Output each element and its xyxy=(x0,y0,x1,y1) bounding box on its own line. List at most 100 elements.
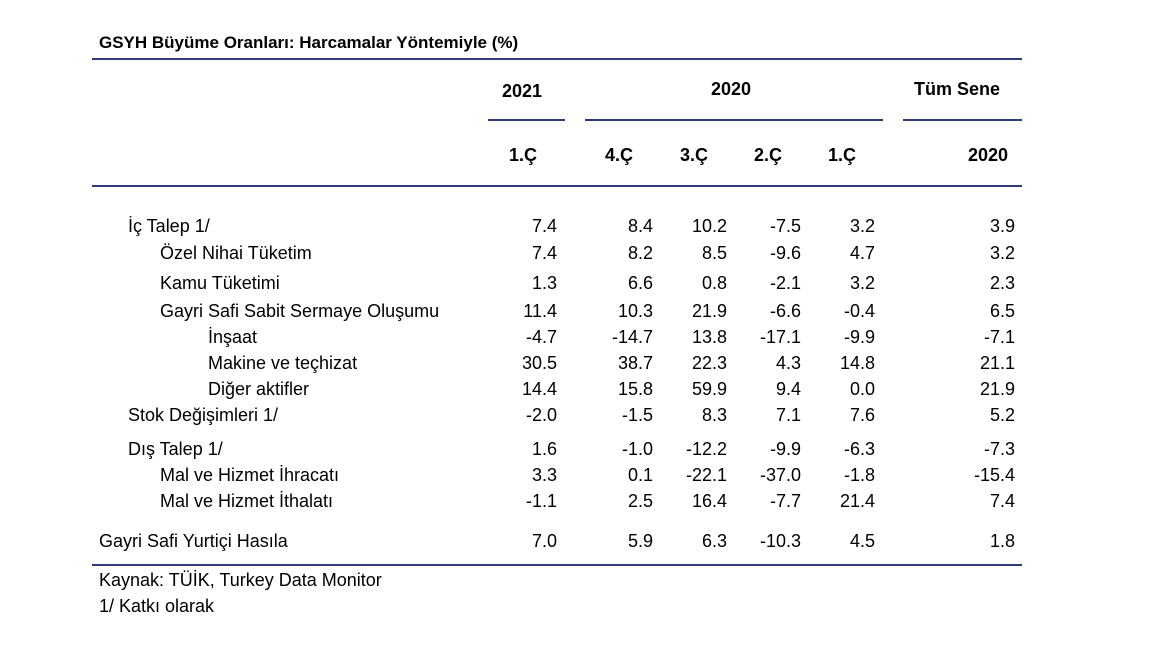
table-cell: 10.3 xyxy=(617,301,653,321)
row-label: Kamu Tüketimi xyxy=(160,273,280,293)
table-cell: 5.2 xyxy=(989,405,1015,425)
table-cell: -9.9 xyxy=(769,439,801,459)
table-cell: 4.5 xyxy=(849,531,875,551)
table-cell: -7.3 xyxy=(983,439,1015,459)
table-cell: 16.4 xyxy=(691,491,727,511)
header-year-2020: 2020 xyxy=(711,79,752,99)
table-cell: -37.0 xyxy=(759,465,801,485)
table-cell: -7.7 xyxy=(769,491,801,511)
header-rule-2021 xyxy=(488,119,565,121)
table-cell: -2.1 xyxy=(769,273,801,293)
row-label: Stok Değişimleri 1/ xyxy=(128,405,279,425)
table-cell: 6.3 xyxy=(701,531,727,551)
header-rule-2020 xyxy=(585,119,883,121)
column-header: 4.Ç xyxy=(605,145,634,165)
table-cell: -1.5 xyxy=(621,405,653,425)
table-cell: -4.7 xyxy=(525,327,557,347)
table-cell: -17.1 xyxy=(759,327,801,347)
table-cell: 59.9 xyxy=(691,379,727,399)
table-cell: -1.0 xyxy=(621,439,653,459)
table-title: GSYH Büyüme Oranları: Harcamalar Yöntemi… xyxy=(99,33,519,52)
table-cell: -0.4 xyxy=(843,301,875,321)
table-cell: 0.0 xyxy=(849,379,875,399)
table-cell: 21.4 xyxy=(839,491,875,511)
table-cell: 8.2 xyxy=(627,243,653,263)
top-rule xyxy=(92,58,1022,60)
table-cell: 7.1 xyxy=(775,405,801,425)
row-label: İnşaat xyxy=(208,327,258,347)
table-cell: 8.5 xyxy=(701,243,727,263)
column-header: 1.Ç xyxy=(509,145,538,165)
column-header: 2.Ç xyxy=(754,145,783,165)
table-cell: 14.4 xyxy=(521,379,557,399)
table-cell: 21.9 xyxy=(979,379,1015,399)
header-rule-full-year xyxy=(903,119,1022,121)
footnote: 1/ Katkı olarak xyxy=(99,596,215,616)
table-cell: -14.7 xyxy=(611,327,653,347)
table-cell: -7.5 xyxy=(769,216,801,236)
row-label: Gayri Safi Yurtiçi Hasıla xyxy=(99,531,288,551)
table-cell: 14.8 xyxy=(839,353,875,373)
table-cell: -9.6 xyxy=(769,243,801,263)
table-cell: 21.1 xyxy=(979,353,1015,373)
table-cell: 30.5 xyxy=(521,353,557,373)
table-cell: -1.8 xyxy=(843,465,875,485)
table-cell: 8.4 xyxy=(627,216,653,236)
table-cell: 3.2 xyxy=(849,273,875,293)
table-cell: 21.9 xyxy=(691,301,727,321)
table-cell: 9.4 xyxy=(775,379,801,399)
table-cell: 10.2 xyxy=(691,216,727,236)
column-header: 1.Ç xyxy=(828,145,857,165)
source-note: Kaynak: TÜİK, Turkey Data Monitor xyxy=(99,570,382,590)
table-cell: -15.4 xyxy=(973,465,1015,485)
row-label: Mal ve Hizmet İthalatı xyxy=(160,491,334,511)
table-cell: 5.9 xyxy=(627,531,653,551)
table-cell: 7.4 xyxy=(531,243,557,263)
row-label: Özel Nihai Tüketim xyxy=(160,243,312,263)
table-cell: 3.2 xyxy=(989,243,1015,263)
table-cell: 7.6 xyxy=(849,405,875,425)
table-cell: 8.3 xyxy=(701,405,727,425)
table-cell: 1.6 xyxy=(531,439,557,459)
table-cell: 22.3 xyxy=(691,353,727,373)
table-cell: -6.3 xyxy=(843,439,875,459)
row-label: Gayri Safi Sabit Sermaye Oluşumu xyxy=(160,301,440,321)
table-cell: 1.8 xyxy=(989,531,1015,551)
table-cell: 4.3 xyxy=(775,353,801,373)
table-cell: 3.3 xyxy=(531,465,557,485)
table-cell: 2.5 xyxy=(627,491,653,511)
row-label: Diğer aktifler xyxy=(208,379,310,399)
table-cell: 7.4 xyxy=(989,491,1015,511)
table-cell: -1.1 xyxy=(525,491,557,511)
table-cell: 13.8 xyxy=(691,327,727,347)
table-cell: -2.0 xyxy=(525,405,557,425)
table-cell: 7.0 xyxy=(531,531,557,551)
table-cell: 3.9 xyxy=(989,216,1015,236)
row-label: Mal ve Hizmet İhracatı xyxy=(160,465,340,485)
column-header: 3.Ç xyxy=(680,145,709,165)
table-cell: -6.6 xyxy=(769,301,801,321)
table-cell: 11.4 xyxy=(523,301,557,321)
table-cell: 38.7 xyxy=(617,353,653,373)
header-full-year: Tüm Sene xyxy=(914,79,1001,99)
table-cell: -22.1 xyxy=(685,465,727,485)
table-cell: 0.8 xyxy=(701,273,727,293)
bottom-rule xyxy=(92,564,1022,566)
row-label: Dış Talep 1/ xyxy=(128,439,223,459)
table-cell: 7.4 xyxy=(531,216,557,236)
table-cell: 0.1 xyxy=(627,465,653,485)
table-cell: 6.6 xyxy=(627,273,653,293)
table-cell: -9.9 xyxy=(843,327,875,347)
table-cell: 3.2 xyxy=(849,216,875,236)
table-cell: -12.2 xyxy=(685,439,727,459)
table-cell: 2.3 xyxy=(989,273,1015,293)
table-cell: -7.1 xyxy=(983,327,1015,347)
row-label: Makine ve teçhizat xyxy=(208,353,358,373)
table-cell: -10.3 xyxy=(759,531,801,551)
table-cell: 6.5 xyxy=(989,301,1015,321)
table-cell: 1.3 xyxy=(531,273,557,293)
table-cell: 15.8 xyxy=(617,379,653,399)
header-bottom-rule xyxy=(92,185,1022,187)
header-year-2021: 2021 xyxy=(502,81,543,101)
column-header: 2020 xyxy=(968,145,1009,165)
